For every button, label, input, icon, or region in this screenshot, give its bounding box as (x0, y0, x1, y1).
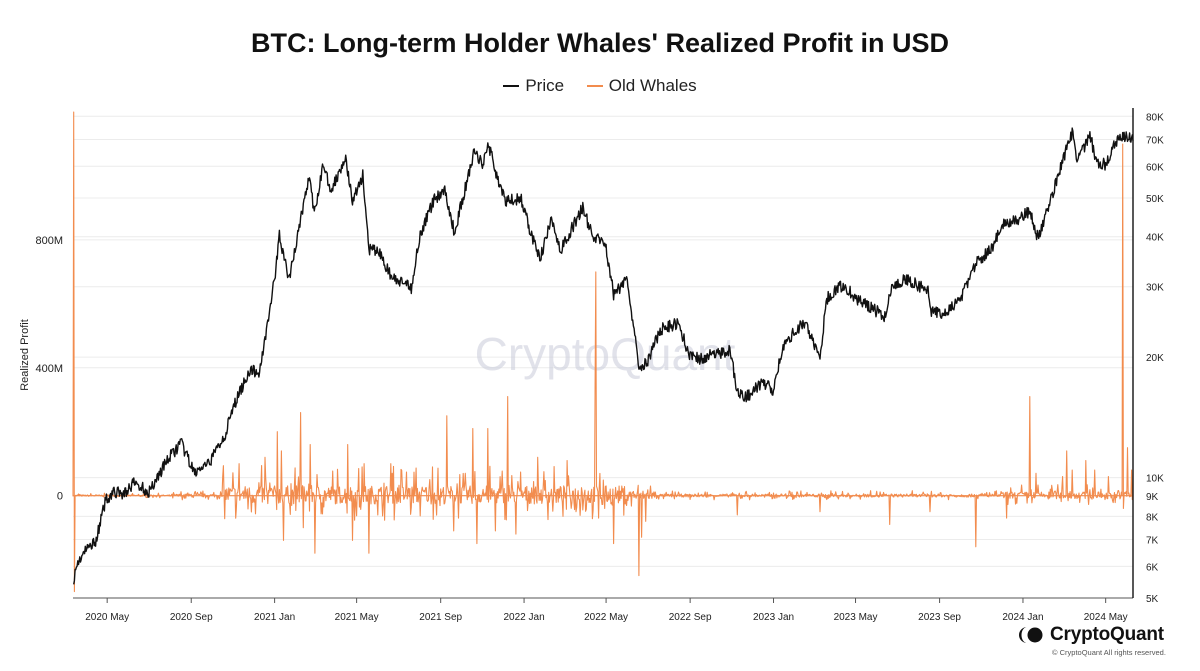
brand-name: CryptoQuant (1050, 624, 1164, 645)
y-axis-label: Realized Profit (19, 319, 31, 391)
x-tick-label: 2020 Sep (170, 612, 213, 623)
legend-label-old-whales: Old Whales (608, 76, 697, 95)
legend-item-old-whales[interactable]: Old Whales (586, 76, 697, 96)
x-tick-label: 2023 Sep (918, 612, 961, 623)
y-right-tick-label: 30K (1146, 283, 1164, 294)
x-tick-label: 2023 May (834, 612, 878, 623)
cryptoquant-logo-icon (1019, 627, 1043, 643)
x-tick-label: 2022 May (584, 612, 628, 623)
y-right-tick-label: 10K (1146, 474, 1164, 485)
y-right-tick-label: 5K (1146, 594, 1159, 605)
legend-label-price: Price (525, 76, 565, 95)
x-tick-label: 2021 Sep (419, 612, 462, 623)
y-right-tick-label: 60K (1146, 162, 1164, 173)
x-tick-label: 2022 Jan (503, 612, 544, 623)
y-right-tick-label: 6K (1146, 562, 1159, 573)
y-left-tick-label: 800M (35, 235, 63, 247)
y-left-tick-label: 400M (35, 363, 63, 375)
price-series (73, 127, 1134, 585)
chart-title: BTC: Long-term Holder Whales' Realized P… (251, 28, 949, 58)
y-right-tick-label: 9K (1146, 492, 1159, 503)
copyright-text: © CryptoQuant All rights reserved. (1052, 648, 1166, 657)
x-tick-label: 2022 Sep (669, 612, 712, 623)
y-right-tick-label: 40K (1146, 233, 1164, 244)
x-tick-label: 2023 Jan (753, 612, 794, 623)
legend-swatch-price (503, 85, 520, 87)
x-tick-label: 2024 Jan (1002, 612, 1043, 623)
legend-item-price[interactable]: Price (503, 76, 564, 96)
price-line (73, 127, 1134, 585)
y-right-tick-label: 80K (1146, 112, 1164, 123)
x-tick-label: 2021 May (335, 612, 379, 623)
y-right-tick-label: 8K (1146, 512, 1159, 523)
legend-swatch-old-whales (586, 85, 603, 87)
legend: Price Old Whales (0, 72, 1200, 96)
y-right-tick-label: 20K (1146, 353, 1164, 364)
x-tick-label: 2024 May (1084, 612, 1128, 623)
y-left-tick-label: 0 (57, 491, 63, 503)
y-right-tick-label: 7K (1146, 536, 1159, 547)
axes: 5K 6K 7K 8K 9K 10K 20K 30K 40K 50K 60K 70K 80K 0 400M 8… (35, 108, 1164, 623)
y-right-tick-label: 70K (1146, 135, 1164, 146)
old-whales-line (72, 111, 1134, 593)
x-tick-label: 2021 Jan (254, 612, 295, 623)
x-tick-label: 2020 May (85, 612, 129, 623)
brand-logo: CryptoQuant (1018, 624, 1164, 646)
old-whales-series (72, 111, 1134, 593)
y-right-tick-label: 50K (1146, 194, 1164, 205)
